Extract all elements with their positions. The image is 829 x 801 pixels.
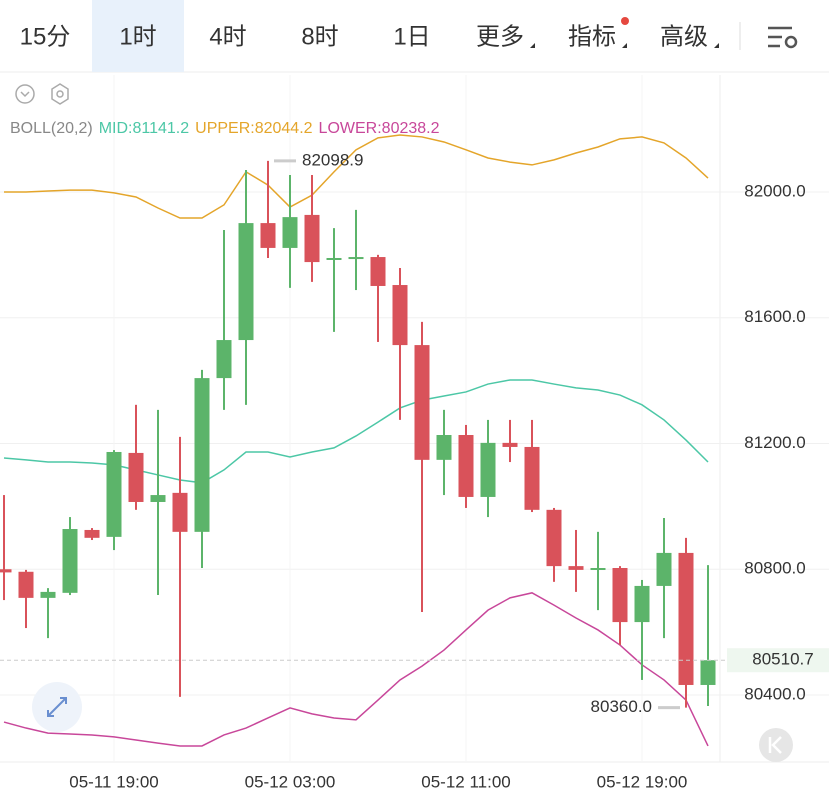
candle-body	[436, 435, 452, 460]
y-tick-label: 81600.0	[744, 307, 805, 326]
button-bg	[759, 728, 793, 762]
settings-hexagon[interactable]	[51, 83, 69, 105]
candle-body	[612, 568, 628, 623]
dropdown-caret	[530, 43, 535, 48]
candle-body	[502, 442, 518, 447]
collapse-icon[interactable]	[15, 84, 35, 104]
icon-dot	[56, 90, 64, 98]
tab[interactable]: 1时	[119, 23, 156, 50]
candle-body	[304, 214, 320, 263]
candle-body	[326, 257, 342, 260]
tab[interactable]: 8时	[301, 23, 338, 50]
candle-body	[656, 552, 672, 586]
tab[interactable]: 15分	[20, 23, 71, 50]
candle-body	[40, 591, 56, 598]
candle-body	[700, 660, 716, 685]
y-tick-label: 80800.0	[744, 559, 805, 578]
tab[interactable]: 更多	[476, 23, 524, 50]
candle-body	[568, 566, 584, 570]
candle-body	[0, 569, 12, 573]
boll-line	[4, 134, 709, 219]
icon-chevron	[20, 91, 30, 98]
legend-entry: LOWER:80238.2	[319, 120, 440, 137]
reset-icon	[768, 736, 782, 754]
candle-body	[150, 495, 166, 502]
candle-body	[84, 529, 100, 538]
icon-circle	[15, 84, 35, 104]
candle-body	[18, 571, 34, 598]
candle-body	[370, 257, 386, 286]
legend-entry: UPPER:82044.2	[195, 120, 313, 137]
tab[interactable]: 指标	[568, 23, 616, 50]
candle-body	[480, 442, 496, 497]
candle-body	[282, 217, 298, 248]
extreme-label: 80360.0	[591, 697, 652, 716]
tab[interactable]: 高级	[660, 23, 708, 50]
extreme-label: 82098.9	[302, 150, 363, 169]
boll-line	[3, 592, 709, 747]
candle-body	[62, 529, 78, 593]
tab[interactable]: 1日	[393, 23, 430, 50]
candle-body	[260, 223, 276, 248]
tab[interactable]: 4时	[209, 23, 246, 50]
candle-body	[128, 452, 144, 502]
x-tick-label: 05-11 19:00	[69, 772, 158, 791]
expand-icon	[47, 697, 67, 717]
candle-body	[194, 378, 210, 532]
tab-active-bg	[92, 0, 184, 72]
indicator-legend: BOLL(20,2) MID:81141.2 UPPER:82044.2 LOWER:…	[10, 120, 440, 137]
y-tick-label: 82000.0	[744, 181, 805, 200]
candle-body	[392, 285, 408, 346]
x-tick-label: 05-12 11:00	[421, 772, 510, 791]
candle-body	[172, 492, 188, 532]
current-price-box	[727, 648, 829, 673]
candle-body	[238, 223, 254, 341]
y-tick-label: 81200.0	[744, 433, 805, 452]
x-tick-label: 05-12 03:00	[245, 772, 336, 791]
settings-icon[interactable]	[768, 26, 798, 49]
candle-body	[678, 552, 694, 685]
candle-body	[348, 257, 364, 260]
notify-dot	[621, 17, 629, 25]
reset-button[interactable]	[759, 728, 793, 762]
dropdown-caret	[714, 43, 719, 48]
candle-body	[546, 509, 562, 567]
candle-body	[634, 585, 650, 623]
candle-body	[524, 446, 540, 510]
candle-body	[458, 435, 474, 497]
legend-entry: MID:81141.2	[99, 120, 190, 137]
x-tick-label: 05-12 19:00	[597, 772, 688, 791]
expand-button[interactable]	[32, 682, 82, 732]
plot: 80400.0 80800.0 81200.0 81600.0 82000.0 05-11…	[0, 75, 829, 791]
legend-entry: BOLL(20,2)	[10, 120, 93, 137]
candle-body	[590, 568, 606, 571]
dropdown-caret	[622, 43, 627, 48]
y-tick-label: 80400.0	[744, 685, 805, 704]
candle-body	[414, 345, 430, 460]
current-price-label: 80510.7	[752, 650, 813, 669]
candle-body	[106, 451, 122, 537]
icon-gear	[784, 35, 798, 49]
candle-body	[216, 340, 232, 379]
